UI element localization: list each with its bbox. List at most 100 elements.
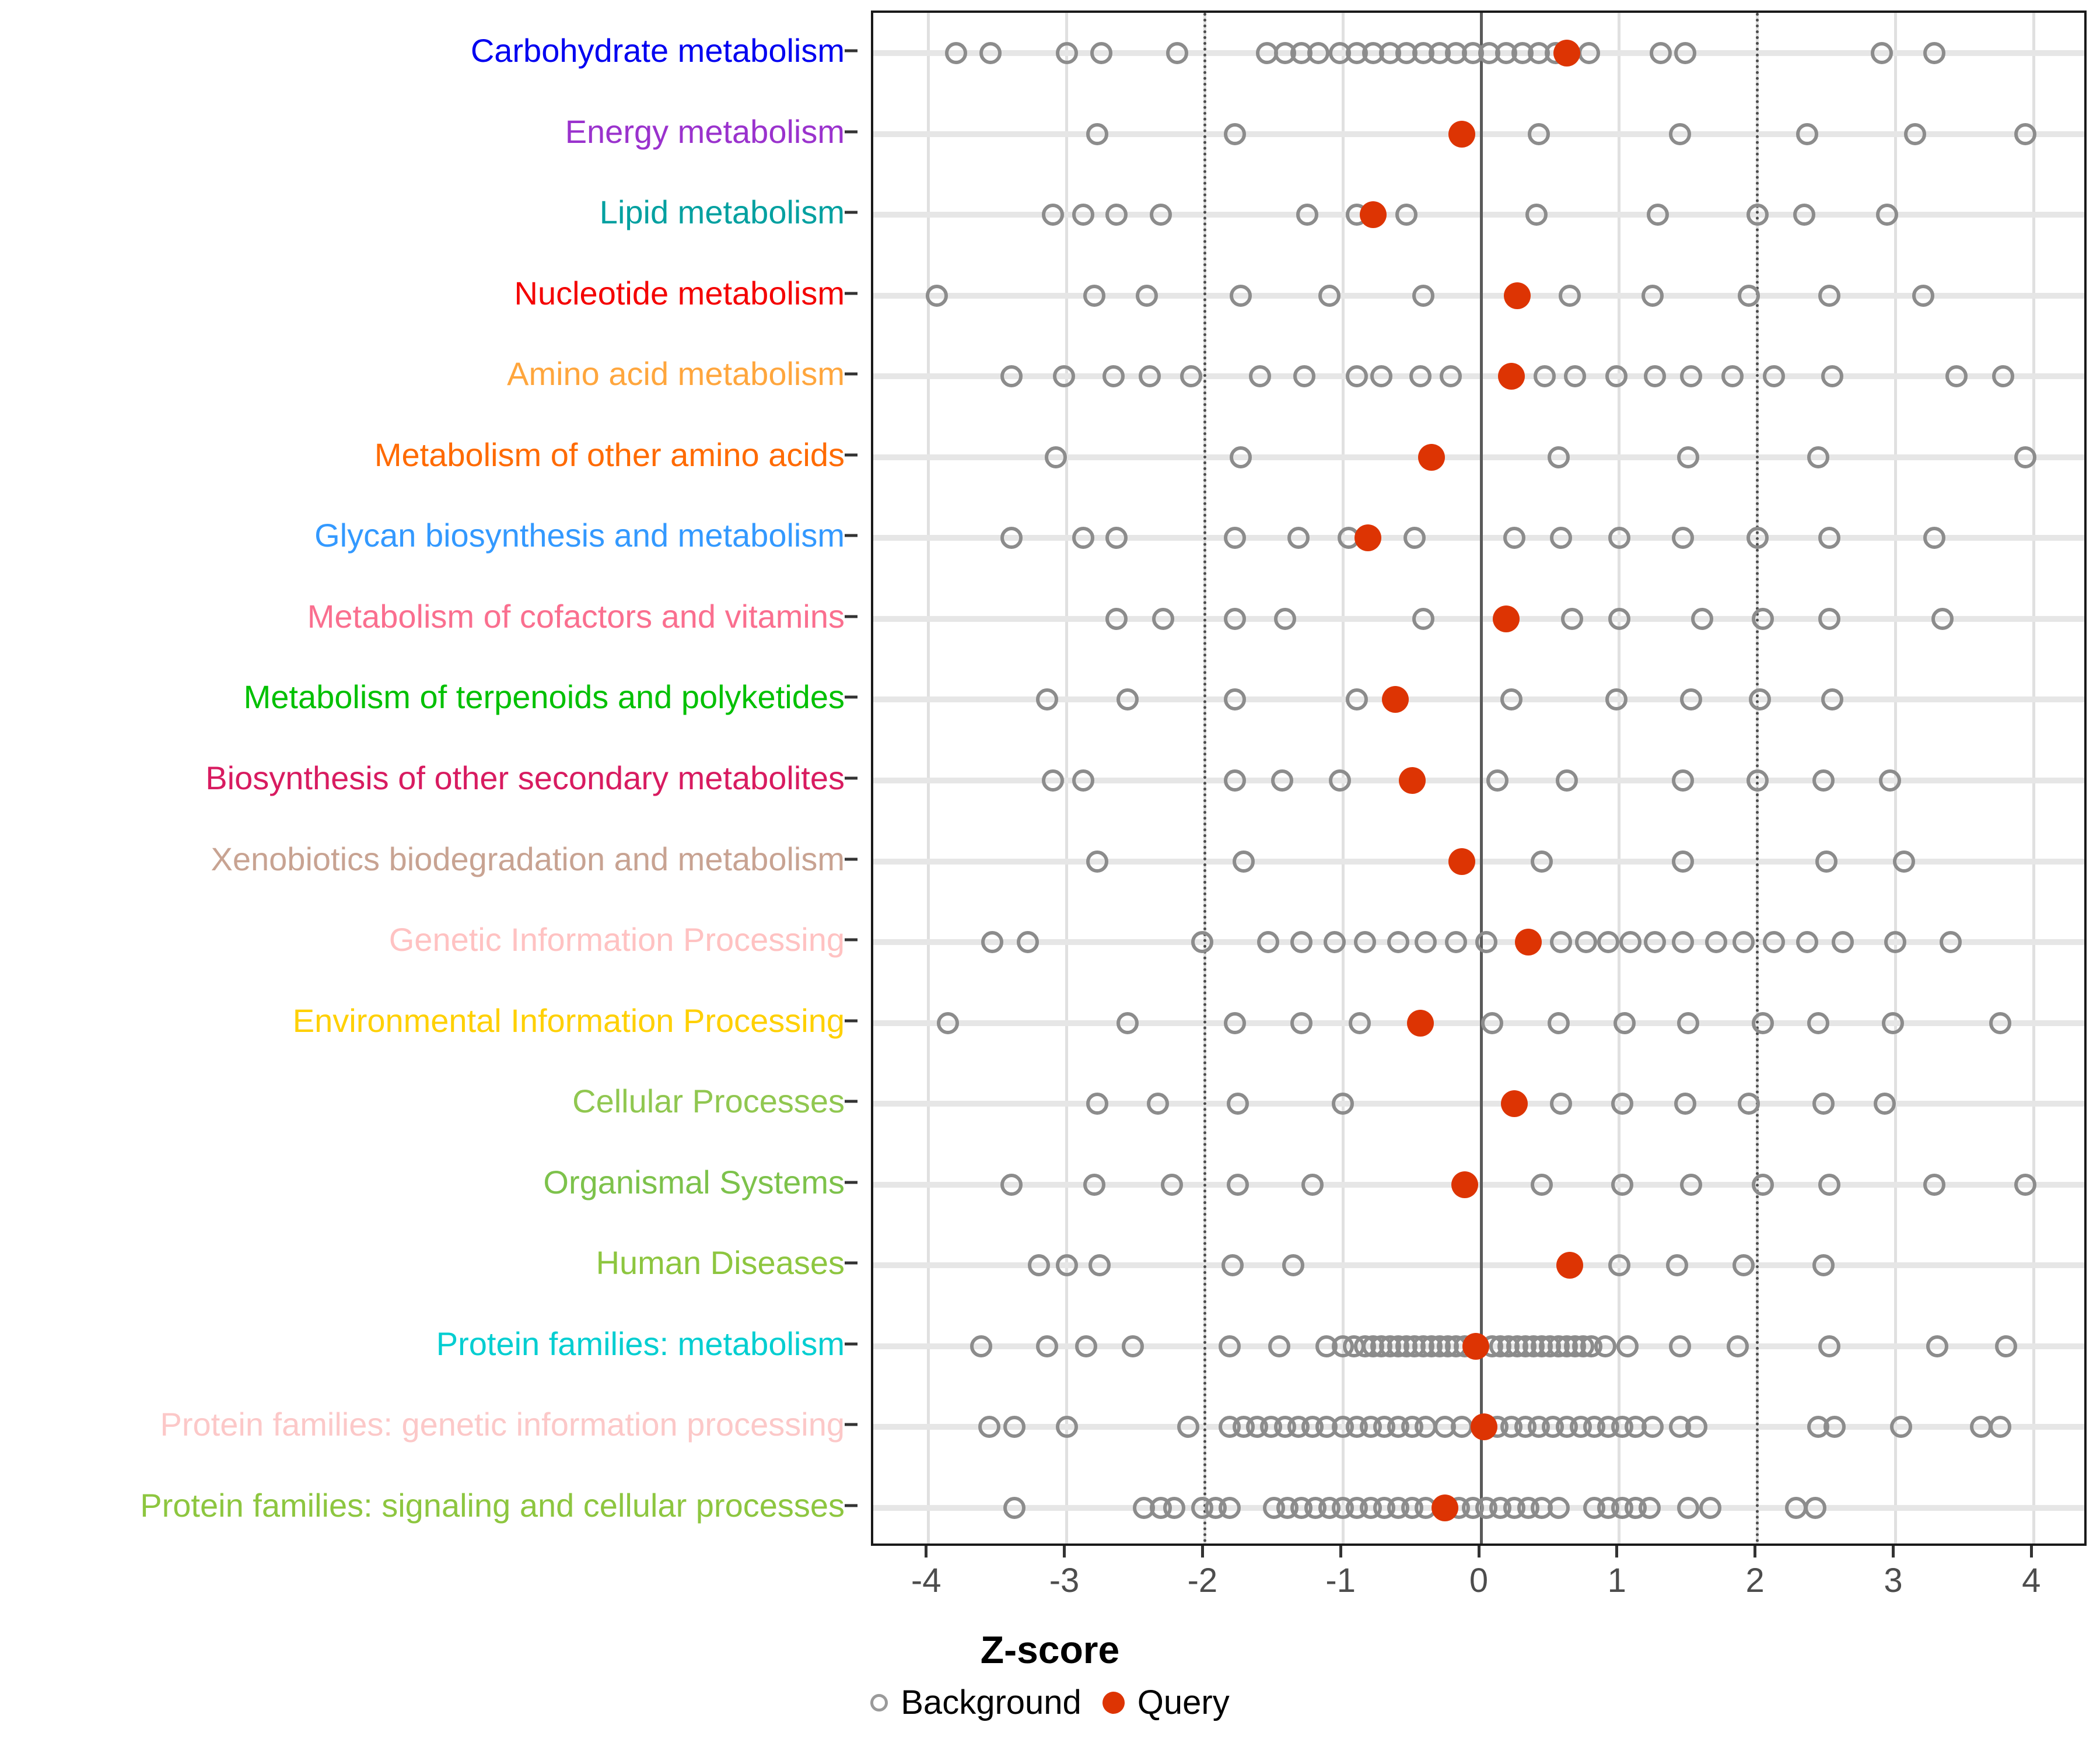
- background-point[interactable]: [1412, 607, 1434, 630]
- background-point[interactable]: [1721, 365, 1744, 388]
- query-point[interactable]: [1448, 848, 1475, 875]
- background-point[interactable]: [1415, 931, 1437, 954]
- background-point[interactable]: [1105, 204, 1128, 226]
- background-point[interactable]: [1287, 527, 1310, 550]
- background-point[interactable]: [1989, 1416, 2012, 1438]
- background-point[interactable]: [1945, 365, 1968, 388]
- background-point[interactable]: [1404, 527, 1426, 550]
- background-point[interactable]: [1547, 1012, 1570, 1034]
- background-point[interactable]: [1821, 365, 1843, 388]
- background-point[interactable]: [1229, 284, 1252, 307]
- background-point[interactable]: [1531, 1173, 1553, 1196]
- background-point[interactable]: [1229, 446, 1252, 468]
- background-point[interactable]: [1644, 365, 1667, 388]
- background-point[interactable]: [1608, 607, 1630, 630]
- background-point[interactable]: [1752, 1173, 1774, 1196]
- query-point[interactable]: [1500, 1090, 1528, 1118]
- background-point[interactable]: [1083, 284, 1105, 307]
- background-point[interactable]: [1072, 204, 1094, 226]
- background-point[interactable]: [1000, 365, 1023, 388]
- background-point[interactable]: [1547, 446, 1570, 468]
- background-point[interactable]: [1227, 1173, 1250, 1196]
- background-point[interactable]: [1884, 931, 1907, 954]
- query-point[interactable]: [1354, 524, 1381, 552]
- background-point[interactable]: [1608, 527, 1630, 550]
- background-point[interactable]: [1332, 1093, 1354, 1115]
- background-point[interactable]: [1500, 688, 1523, 711]
- background-point[interactable]: [1821, 688, 1843, 711]
- query-point[interactable]: [1514, 929, 1542, 956]
- background-point[interactable]: [1445, 931, 1468, 954]
- background-point[interactable]: [1307, 42, 1329, 65]
- background-point[interactable]: [1550, 1093, 1573, 1115]
- query-point[interactable]: [1556, 1252, 1583, 1279]
- background-point[interactable]: [1727, 1335, 1749, 1357]
- background-point[interactable]: [1055, 42, 1078, 65]
- background-point[interactable]: [2014, 1173, 2037, 1196]
- background-point[interactable]: [1041, 769, 1064, 792]
- background-point[interactable]: [1017, 931, 1040, 954]
- background-point[interactable]: [1619, 931, 1642, 954]
- background-point[interactable]: [1889, 1416, 1912, 1438]
- query-point[interactable]: [1553, 40, 1580, 67]
- background-point[interactable]: [1086, 1093, 1108, 1115]
- background-point[interactable]: [1345, 688, 1368, 711]
- query-point[interactable]: [1448, 120, 1475, 148]
- background-point[interactable]: [1923, 527, 1945, 550]
- background-point[interactable]: [1812, 1093, 1835, 1115]
- background-point[interactable]: [1677, 1012, 1700, 1034]
- background-point[interactable]: [1296, 204, 1318, 226]
- background-point[interactable]: [1940, 931, 1962, 954]
- background-point[interactable]: [1138, 365, 1161, 388]
- background-point[interactable]: [1892, 850, 1915, 873]
- background-point[interactable]: [1641, 1416, 1664, 1438]
- background-point[interactable]: [1102, 365, 1125, 388]
- background-point[interactable]: [1674, 42, 1697, 65]
- background-point[interactable]: [1044, 446, 1067, 468]
- background-point[interactable]: [1180, 365, 1202, 388]
- background-point[interactable]: [1354, 931, 1377, 954]
- background-point[interactable]: [1677, 446, 1700, 468]
- background-point[interactable]: [1926, 1335, 1948, 1357]
- query-point[interactable]: [1432, 1494, 1459, 1521]
- background-point[interactable]: [1221, 1254, 1244, 1277]
- background-point[interactable]: [1036, 688, 1059, 711]
- background-point[interactable]: [1671, 527, 1694, 550]
- background-point[interactable]: [1674, 1093, 1697, 1115]
- background-point[interactable]: [1528, 123, 1550, 145]
- background-point[interactable]: [1224, 688, 1247, 711]
- background-point[interactable]: [1163, 1496, 1186, 1519]
- background-point[interactable]: [1531, 850, 1553, 873]
- background-point[interactable]: [1704, 931, 1727, 954]
- background-point[interactable]: [1685, 1416, 1708, 1438]
- background-point[interactable]: [1669, 123, 1692, 145]
- background-point[interactable]: [1000, 1173, 1023, 1196]
- background-point[interactable]: [1439, 365, 1462, 388]
- background-point[interactable]: [1732, 931, 1755, 954]
- background-point[interactable]: [1738, 1093, 1760, 1115]
- background-point[interactable]: [1873, 1093, 1896, 1115]
- background-point[interactable]: [1732, 1254, 1755, 1277]
- background-point[interactable]: [1878, 769, 1901, 792]
- background-point[interactable]: [1293, 365, 1315, 388]
- background-point[interactable]: [2014, 123, 2037, 145]
- background-point[interactable]: [1282, 1254, 1304, 1277]
- query-point[interactable]: [1360, 201, 1387, 229]
- background-point[interactable]: [1409, 365, 1432, 388]
- background-point[interactable]: [1699, 1496, 1722, 1519]
- background-point[interactable]: [1818, 527, 1840, 550]
- background-point[interactable]: [1989, 1012, 2012, 1034]
- background-point[interactable]: [1594, 1335, 1617, 1357]
- query-point[interactable]: [1492, 605, 1520, 632]
- background-point[interactable]: [981, 931, 1003, 954]
- background-point[interactable]: [1666, 1254, 1689, 1277]
- background-point[interactable]: [1644, 931, 1667, 954]
- background-point[interactable]: [1749, 688, 1772, 711]
- background-point[interactable]: [1616, 1335, 1639, 1357]
- background-point[interactable]: [1072, 769, 1094, 792]
- background-point[interactable]: [1086, 850, 1108, 873]
- background-point[interactable]: [1574, 931, 1597, 954]
- background-point[interactable]: [1301, 1173, 1324, 1196]
- background-point[interactable]: [1577, 42, 1600, 65]
- background-point[interactable]: [1224, 769, 1247, 792]
